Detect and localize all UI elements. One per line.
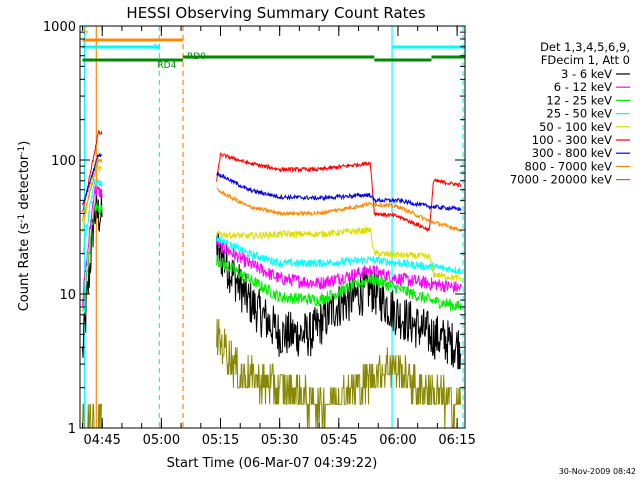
x-tick-label-0445: 04:45 xyxy=(83,433,120,448)
plot-frame xyxy=(79,25,466,429)
flag-label-rd4: RD4 xyxy=(157,61,176,71)
series-lines xyxy=(82,129,462,429)
x-tick-label-0615: 06:15 xyxy=(438,433,475,448)
series-line-8 xyxy=(82,158,462,233)
flag-label-n: N xyxy=(153,43,160,53)
flag-label-rd0: RD0 xyxy=(187,52,206,62)
series-line-7 xyxy=(82,153,462,212)
series-line-2 xyxy=(82,185,462,306)
legend-label-8: 800 - 7000 keV xyxy=(524,159,612,173)
x-tick-label-0545: 05:45 xyxy=(320,433,357,448)
y-tick-label-1000: 1000 xyxy=(43,20,76,35)
y-tick-label-1: 1 xyxy=(68,422,76,437)
legend-label-4: 25 - 50 keV xyxy=(546,107,612,121)
legend: Det 1,3,4,5,6,9, FDecim 1, Att 0 3 - 6 k… xyxy=(510,40,630,187)
legend-label-2: 6 - 12 keV xyxy=(554,80,612,94)
series-line-4 xyxy=(82,178,462,275)
legend-label-6: 100 - 300 keV xyxy=(532,133,612,147)
chart-title: HESSI Observing Summary Count Rates xyxy=(126,4,425,22)
series-line-6 xyxy=(82,129,462,232)
x-tick-label-0530: 05:30 xyxy=(261,433,298,448)
legend-label-1: 3 - 6 keV xyxy=(561,67,612,81)
legend-header-line-2: FDecim 1, Att 0 xyxy=(541,53,630,67)
x-tick-label-0515: 05:15 xyxy=(202,433,239,448)
series-line-3 xyxy=(82,202,462,312)
y-axis: 1 10 100 1000 xyxy=(43,20,465,437)
flag-label-s: S xyxy=(82,27,88,37)
plot-area: S N RD0 RD4 1 10 100 1000 04:45 05:00 05:15 05:30… xyxy=(43,20,476,448)
legend-label-5: 50 - 100 keV xyxy=(539,120,612,134)
y-tick-label-100: 100 xyxy=(51,154,76,169)
flag-bars: S N RD0 RD4 xyxy=(82,27,465,71)
x-axis: 04:45 05:00 05:15 05:30 05:45 06:00 06:15 xyxy=(81,26,476,448)
legend-header-line-1: Det 1,3,4,5,6,9, xyxy=(540,40,630,54)
y-tick-label-10: 10 xyxy=(59,288,76,303)
legend-label-9: 7000 - 20000 keV xyxy=(510,173,612,187)
x-tick-label-0600: 06:00 xyxy=(379,433,416,448)
y-axis-label: Count Rate (s-1 detector-1) xyxy=(17,141,32,312)
legend-label-7: 300 - 800 keV xyxy=(532,146,612,160)
footer-timestamp: 30-Nov-2009 08:42 xyxy=(559,467,636,476)
vertical-markers xyxy=(83,26,464,428)
legend-label-3: 12 - 25 keV xyxy=(546,93,612,107)
x-tick-label-0500: 05:00 xyxy=(143,433,180,448)
x-axis-label: Start Time (06-Mar-07 04:39:22) xyxy=(167,456,378,471)
series-line-5 xyxy=(82,164,462,282)
